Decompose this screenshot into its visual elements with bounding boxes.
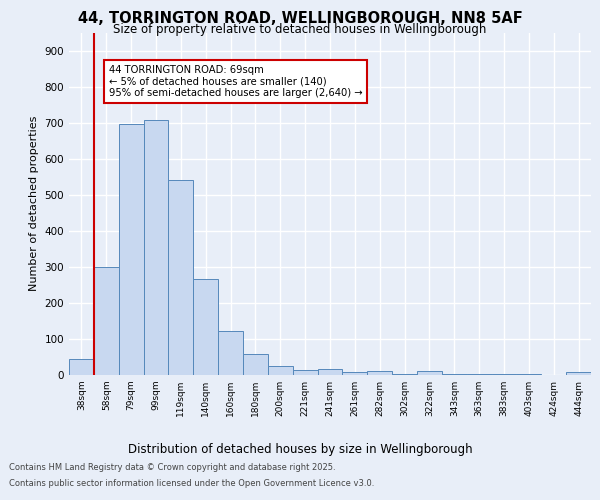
Text: 44, TORRINGTON ROAD, WELLINGBOROUGH, NN8 5AF: 44, TORRINGTON ROAD, WELLINGBOROUGH, NN8… [77,11,523,26]
Bar [392,374,417,375]
Bar [566,372,591,375]
Bar [417,372,442,375]
Bar [69,359,94,375]
Text: Contains HM Land Registry data © Crown copyright and database right 2025.: Contains HM Land Registry data © Crown c… [9,464,335,472]
Bar [517,374,541,375]
Bar [243,354,268,375]
Bar [143,120,169,375]
Text: Contains public sector information licensed under the Open Government Licence v3: Contains public sector information licen… [9,478,374,488]
Bar [218,331,243,375]
Bar [193,280,218,375]
Text: Distribution of detached houses by size in Wellingborough: Distribution of detached houses by size … [128,442,472,456]
Bar [94,267,119,375]
Bar [169,180,193,375]
Bar [343,372,367,375]
Bar [119,124,143,375]
Bar [317,368,343,375]
Y-axis label: Number of detached properties: Number of detached properties [29,116,39,292]
Text: 44 TORRINGTON ROAD: 69sqm
← 5% of detached houses are smaller (140)
95% of semi-: 44 TORRINGTON ROAD: 69sqm ← 5% of detach… [109,65,362,98]
Bar [293,370,317,375]
Bar [367,372,392,375]
Bar [491,374,517,375]
Bar [268,366,293,375]
Text: Size of property relative to detached houses in Wellingborough: Size of property relative to detached ho… [113,22,487,36]
Bar [467,374,491,375]
Bar [442,374,467,375]
